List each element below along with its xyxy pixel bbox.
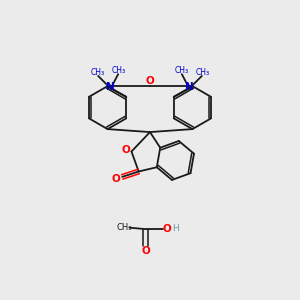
Text: O: O: [121, 145, 130, 155]
Text: CH₃: CH₃: [116, 223, 132, 232]
Text: O: O: [112, 174, 121, 184]
Text: N: N: [106, 82, 115, 92]
Text: O: O: [141, 246, 150, 256]
Text: CH₃: CH₃: [195, 68, 209, 77]
Text: N: N: [185, 82, 194, 92]
Text: CH₃: CH₃: [174, 66, 188, 75]
Text: CH₃: CH₃: [91, 68, 105, 77]
Text: O: O: [162, 224, 171, 233]
Text: H: H: [172, 224, 179, 233]
Text: O: O: [146, 76, 154, 86]
Text: CH₃: CH₃: [112, 66, 126, 75]
